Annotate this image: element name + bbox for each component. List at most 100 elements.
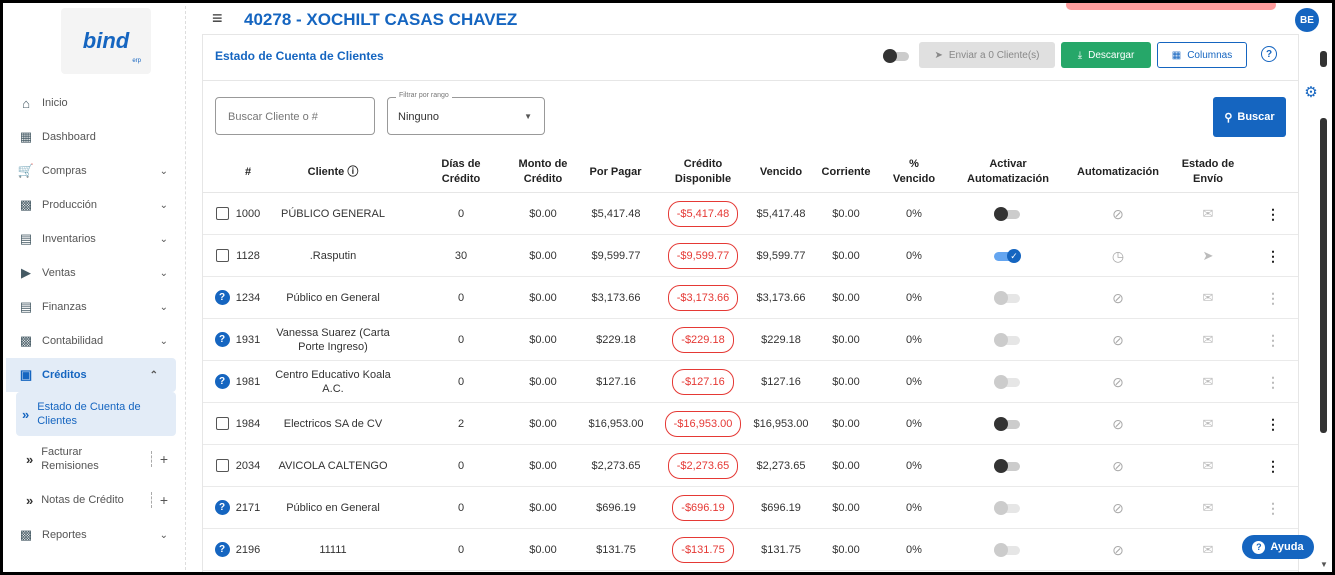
cell-corriente: $0.00 [832, 249, 860, 262]
row-menu-icon[interactable]: ⋮ [1263, 487, 1283, 528]
table-row[interactable]: 1128 .Rasputin 30 $0.00 $9,599.77 -$9,599.77 $… [203, 235, 1298, 277]
sidebar-item-label: Inicio [42, 97, 68, 109]
table-row[interactable]: ? 2196 11111 0 $0.00 $131.75 -$131.75 $131.75 $0… [203, 529, 1298, 571]
help-icon[interactable]: ? [1261, 46, 1277, 62]
scrollbar-top[interactable] [1320, 51, 1327, 67]
help-icon[interactable]: ? [214, 290, 230, 305]
automation-toggle[interactable] [994, 500, 1022, 515]
cell-pct: 0% [906, 249, 922, 262]
range-value: Ninguno [398, 111, 439, 123]
columns-button[interactable]: ▦ Columnas [1157, 42, 1247, 68]
credit-available-badge: -$131.75 [672, 536, 734, 563]
avatar[interactable]: BE [1295, 8, 1319, 32]
scroll-down-icon[interactable]: ▼ [1320, 560, 1328, 569]
select-all-toggle[interactable] [883, 49, 911, 63]
row-checkbox[interactable] [215, 207, 229, 220]
row-menu-icon[interactable]: ⋮ [1263, 445, 1283, 486]
search-button[interactable]: ⚲ Buscar [1213, 97, 1286, 137]
sidebar-item-inicio[interactable]: ⌂ Inicio [6, 86, 186, 120]
automation-toggle[interactable] [994, 542, 1022, 557]
col-vencido[interactable]: Vencido [759, 165, 803, 178]
clock-icon: ◷ [1111, 247, 1125, 264]
col-number[interactable]: # [244, 165, 252, 178]
table-row[interactable]: ? 1234 Público en General 0 $0.00 $3,173.66 -$… [203, 277, 1298, 319]
sidebar-subitem-notas[interactable]: » Notas de Crédito + [6, 482, 186, 518]
sidebar-item-finanzas[interactable]: ▤ Finanzas ⌄ [6, 290, 186, 324]
settings-gear-icon[interactable]: ⚙ [1304, 84, 1318, 101]
download-button[interactable]: ⤓ Descargar [1061, 42, 1151, 68]
row-checkbox[interactable] [215, 459, 229, 472]
logo[interactable]: bind erp [61, 8, 151, 74]
table-row[interactable]: ? 1931 Vanessa Suarez (Carta Porte Ingreso… [203, 319, 1298, 361]
row-menu-icon[interactable]: ⋮ [1263, 277, 1283, 318]
add-icon[interactable]: + [150, 451, 168, 467]
sidebar-item-creditos[interactable]: ▣ Créditos ⌃ [6, 358, 176, 392]
range-select[interactable]: Filtrar por rango Ninguno ▼ [387, 92, 545, 135]
help-icon[interactable]: ? [214, 500, 230, 515]
row-menu-icon[interactable]: ⋮ [1263, 235, 1283, 276]
sidebar-item-contabilidad[interactable]: ▩ Contabilidad ⌄ [6, 324, 186, 358]
search-input[interactable]: Buscar Cliente o # [215, 97, 375, 135]
add-icon[interactable]: + [150, 492, 168, 508]
automation-toggle[interactable] [994, 332, 1022, 347]
help-icon[interactable]: ? [214, 374, 230, 389]
sidebar-item-produccion[interactable]: ▩ Producción ⌄ [6, 188, 186, 222]
row-menu-icon[interactable]: ⋮ [1263, 361, 1283, 402]
col-activar-automatizacion[interactable]: Activar Automatización [967, 158, 1049, 185]
home-icon: ⌂ [22, 95, 30, 111]
help-icon[interactable]: ? [214, 542, 230, 557]
automation-toggle[interactable] [994, 374, 1022, 389]
send-button[interactable]: ➤ Enviar a 0 Cliente(s) [919, 42, 1055, 68]
col-cliente[interactable]: Cliente ⓘ [307, 165, 359, 178]
dashboard-icon: ▦ [19, 129, 33, 144]
col-estado-envio[interactable]: Estado de Envío [1181, 158, 1235, 185]
automation-toggle[interactable] [994, 290, 1022, 305]
col-por-pagar[interactable]: Por Pagar [589, 165, 642, 178]
row-checkbox[interactable] [215, 249, 229, 262]
cell-por-pagar: $127.16 [596, 375, 636, 388]
chevron-down-icon: ⌄ [159, 335, 168, 347]
sidebar-item-ventas[interactable]: ▶ Ventas ⌄ [6, 256, 186, 290]
bank-icon: ▤ [19, 299, 33, 314]
cell-monto: $0.00 [529, 291, 557, 304]
help-icon[interactable]: ? [214, 332, 230, 347]
sidebar-item-label: Dashboard [42, 131, 96, 143]
table-row[interactable]: ? 2171 Público en General 0 $0.00 $696.19 -$69… [203, 487, 1298, 529]
col-credito-disponible[interactable]: Crédito Disponible [674, 158, 732, 185]
row-menu-icon[interactable]: ⋮ [1263, 193, 1283, 234]
table-row[interactable]: 1000 PÚBLICO GENERAL 0 $0.00 $5,417.48 -$5,41… [203, 193, 1298, 235]
table-row[interactable]: 2034 AVICOLA CALTENGO 0 $0.00 $2,273.65 -$2,2… [203, 445, 1298, 487]
automation-toggle[interactable]: ✓ [994, 248, 1022, 263]
main-card: Estado de Cuenta de Clientes ➤ Enviar a … [202, 34, 1299, 572]
automation-toggle[interactable] [994, 458, 1022, 473]
automation-toggle[interactable] [994, 416, 1022, 431]
col-dias-credito[interactable]: Días de Crédito [441, 158, 481, 185]
sidebar-item-inventarios[interactable]: ▤ Inventarios ⌄ [6, 222, 186, 256]
table-row[interactable]: ? 1981 Centro Educativo Koala A.C. 0 $0.00 $1… [203, 361, 1298, 403]
col-pct-vencido[interactable]: % Vencido [892, 158, 936, 185]
col-corriente[interactable]: Corriente [821, 165, 871, 178]
toggle-knob [994, 374, 1008, 389]
row-menu-icon[interactable]: ⋮ [1263, 403, 1283, 444]
sidebar-subitem-estado-cuenta[interactable]: » Estado de Cuenta de Clientes [16, 392, 176, 436]
sidebar-subitem-facturar[interactable]: » Facturar Remisiones + [6, 436, 186, 482]
row-checkbox[interactable] [215, 417, 229, 430]
help-widget-button[interactable]: ? Ayuda [1242, 535, 1314, 559]
sidebar-item-reportes[interactable]: ▩ Reportes ⌄ [6, 518, 186, 552]
row-menu-icon[interactable]: ⋮ [1263, 319, 1283, 360]
cell-pct: 0% [906, 333, 922, 346]
cell-por-pagar: $5,417.48 [591, 207, 641, 220]
cell-monto: $0.00 [529, 207, 557, 220]
col-automatizacion[interactable]: Automatización [1077, 165, 1159, 178]
table-row[interactable]: 1984 Electricos SA de CV 2 $0.00 $16,953.00-… [203, 403, 1298, 445]
cell-corriente: $0.00 [832, 501, 860, 514]
sidebar-item-compras[interactable]: 🛒 Compras ⌄ [6, 154, 186, 188]
credit-available-badge: -$696.19 [672, 494, 734, 521]
scrollbar[interactable] [1320, 118, 1327, 433]
more-vert-icon: ⋮ [1266, 247, 1280, 264]
menu-icon[interactable]: ≡ [212, 8, 223, 28]
col-monto-credito[interactable]: Monto de Crédito [518, 158, 568, 185]
automation-toggle[interactable] [994, 206, 1022, 221]
sidebar-item-dashboard[interactable]: ▦ Dashboard [6, 120, 186, 154]
